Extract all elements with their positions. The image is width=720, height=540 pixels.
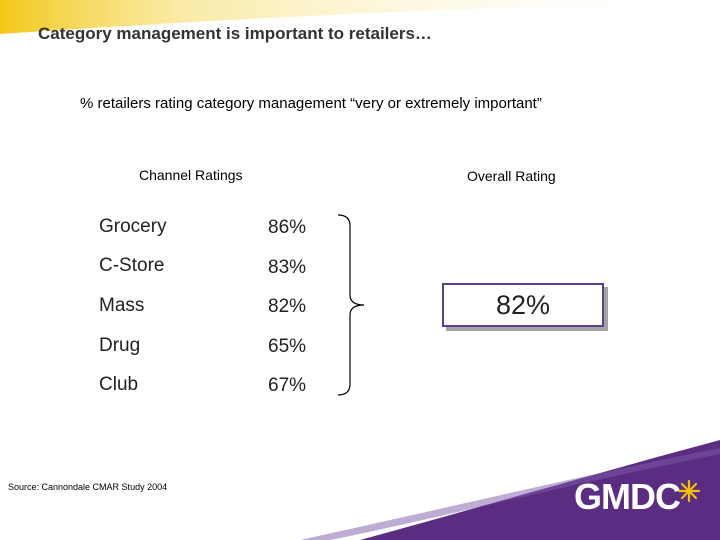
channel-label: Drug [99,335,141,356]
channel-label: Mass [99,295,145,316]
channel-label: Club [99,374,139,395]
bottom-brand-band [300,440,720,540]
channel-ratings-header: Channel Ratings [139,167,243,183]
channel-value: 83% [268,257,307,278]
slide-title: Category management is important to reta… [38,24,432,43]
source-note: Source: Cannondale CMAR Study 2004 [8,482,168,492]
logo-star-icon [678,480,700,502]
gmdc-logo: GMDC [574,476,681,517]
top-swoosh-decoration [0,0,720,34]
channel-value: 67% [268,375,307,396]
overall-rating-box: 82% [442,283,604,327]
grouping-bracket [337,214,365,396]
channel-value: 65% [268,336,307,357]
chart-subtitle: % retailers rating category management “… [80,95,542,112]
channel-label: Grocery [99,216,167,237]
channel-label: C-Store [99,255,165,276]
channel-value: 86% [268,217,307,238]
overall-rating-header: Overall Rating [467,168,556,184]
channel-value: 82% [268,296,307,317]
